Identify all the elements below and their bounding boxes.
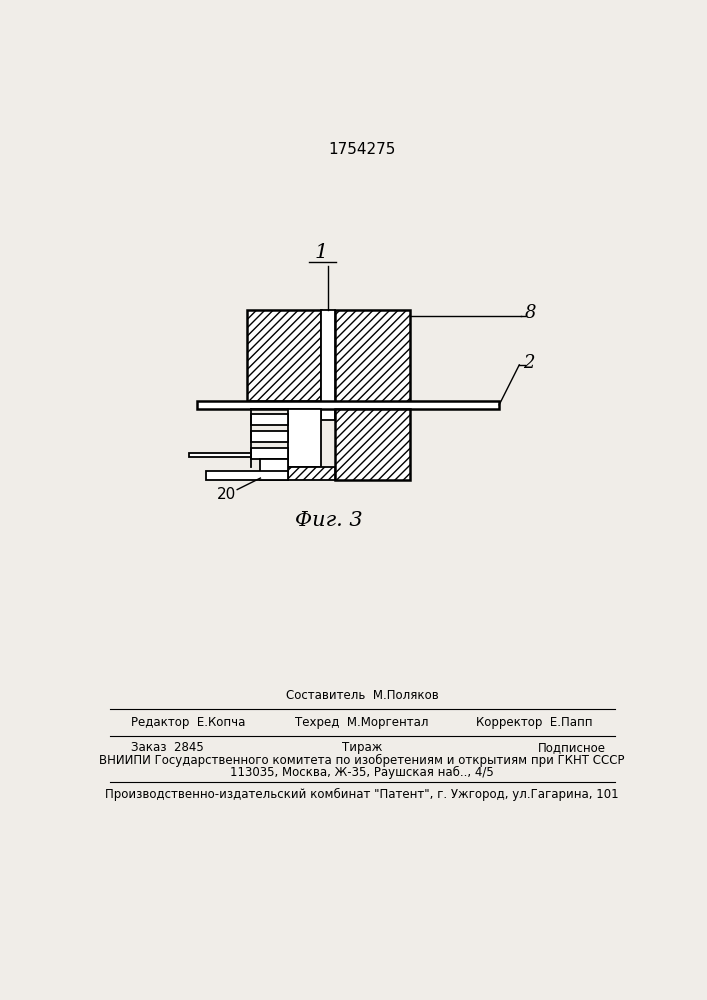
Text: 8: 8 [525, 304, 536, 322]
Text: Редактор  Е.Копча: Редактор Е.Копча [131, 716, 245, 729]
Text: Составитель  М.Поляков: Составитель М.Поляков [286, 689, 438, 702]
Text: Заказ  2845: Заказ 2845 [131, 741, 204, 754]
Bar [251, 448, 288, 459]
Bar [247, 310, 321, 401]
Text: Производственно-издательский комбинат "Патент", г. Ужгород, ул.Гагарина, 101: Производственно-издательский комбинат "П… [105, 788, 619, 801]
Text: Тираж: Тираж [341, 741, 382, 754]
Bar [189, 453, 251, 457]
Bar [251, 431, 288, 442]
Text: Техред  М.Моргентал: Техред М.Моргентал [296, 716, 428, 729]
Text: 20: 20 [217, 487, 236, 502]
Bar [288, 409, 321, 466]
Bar [335, 409, 410, 480]
Text: Подписное: Подписное [538, 741, 606, 754]
Bar [260, 459, 288, 480]
Bar [288, 466, 335, 480]
Text: 113035, Москва, Ж-35, Раушская наб.., 4/5: 113035, Москва, Ж-35, Раушская наб.., 4/… [230, 766, 493, 779]
Text: ВНИИПИ Государственного комитета по изобретениям и открытиям при ГКНТ СССР: ВНИИПИ Государственного комитета по изоб… [99, 754, 625, 767]
Bar [206, 471, 288, 480]
Bar [335, 310, 410, 403]
Text: Φиг. 3: Φиг. 3 [295, 511, 363, 530]
Bar [321, 310, 335, 420]
Bar [251, 414, 288, 425]
Text: 2: 2 [523, 354, 534, 372]
Bar [197, 401, 499, 409]
Text: 1: 1 [314, 243, 327, 262]
Text: Корректор  Е.Папп: Корректор Е.Папп [476, 716, 592, 729]
Text: 1754275: 1754275 [328, 142, 396, 157]
